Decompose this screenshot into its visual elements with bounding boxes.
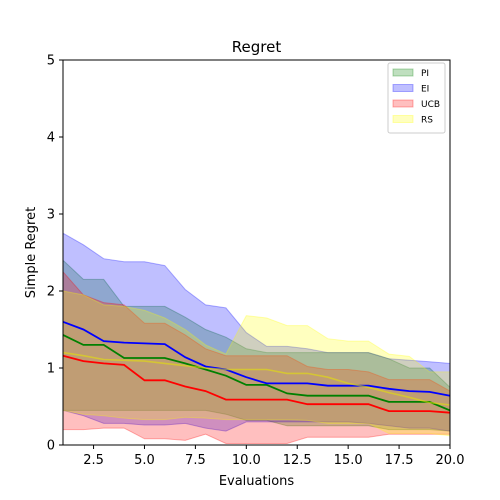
- x-tick-label: 17.5: [385, 453, 414, 468]
- legend-label-rs: RS: [421, 116, 433, 126]
- legend-label-pi: PI: [421, 69, 429, 79]
- confidence-bands: [62, 232, 451, 444]
- x-tick-label: 2.5: [83, 453, 104, 468]
- legend-swatch-ucb: [392, 99, 414, 108]
- legend-swatch-rs: [392, 115, 414, 123]
- x-tick-label: 12.5: [283, 453, 312, 468]
- x-tick-label: 10.0: [232, 453, 261, 468]
- line-ucb: [62, 354, 451, 414]
- y-tick-label: 2: [47, 285, 55, 300]
- y-tick-label: 5: [47, 54, 55, 69]
- x-tick-label: 15.0: [334, 453, 363, 468]
- legend-box: [387, 62, 446, 134]
- y-tick-label: 0: [47, 439, 55, 454]
- x-tick-label: 7.5: [185, 453, 206, 468]
- x-tick-label: 5.0: [134, 453, 155, 468]
- x-tick-label: 20.0: [436, 453, 465, 468]
- chart-title: Regret: [232, 38, 282, 56]
- y-tick-label: 3: [47, 208, 55, 223]
- legend: PI EI UCB RS: [387, 62, 446, 134]
- line-pi: [62, 334, 451, 412]
- x-axis-title: Evaluations: [219, 474, 295, 489]
- y-axis: 0 1 2 3 4 5: [47, 54, 63, 454]
- line-ei: [62, 320, 451, 397]
- line-rs: [62, 351, 451, 406]
- legend-label-ucb: UCB: [421, 100, 440, 110]
- x-axis: 2.5 5.0 7.5 10.0 12.5 15.0 17.5 20.0: [83, 445, 464, 468]
- legend-swatch-pi: [392, 68, 414, 77]
- legend-swatch-ei: [392, 84, 414, 92]
- y-axis-title: Simple Regret: [24, 207, 39, 298]
- legend-label-ei: EI: [421, 85, 429, 95]
- y-tick-label: 4: [47, 131, 55, 146]
- plot-frame: [62, 59, 451, 446]
- mean-lines: [62, 320, 451, 414]
- y-tick-label: 1: [47, 362, 55, 377]
